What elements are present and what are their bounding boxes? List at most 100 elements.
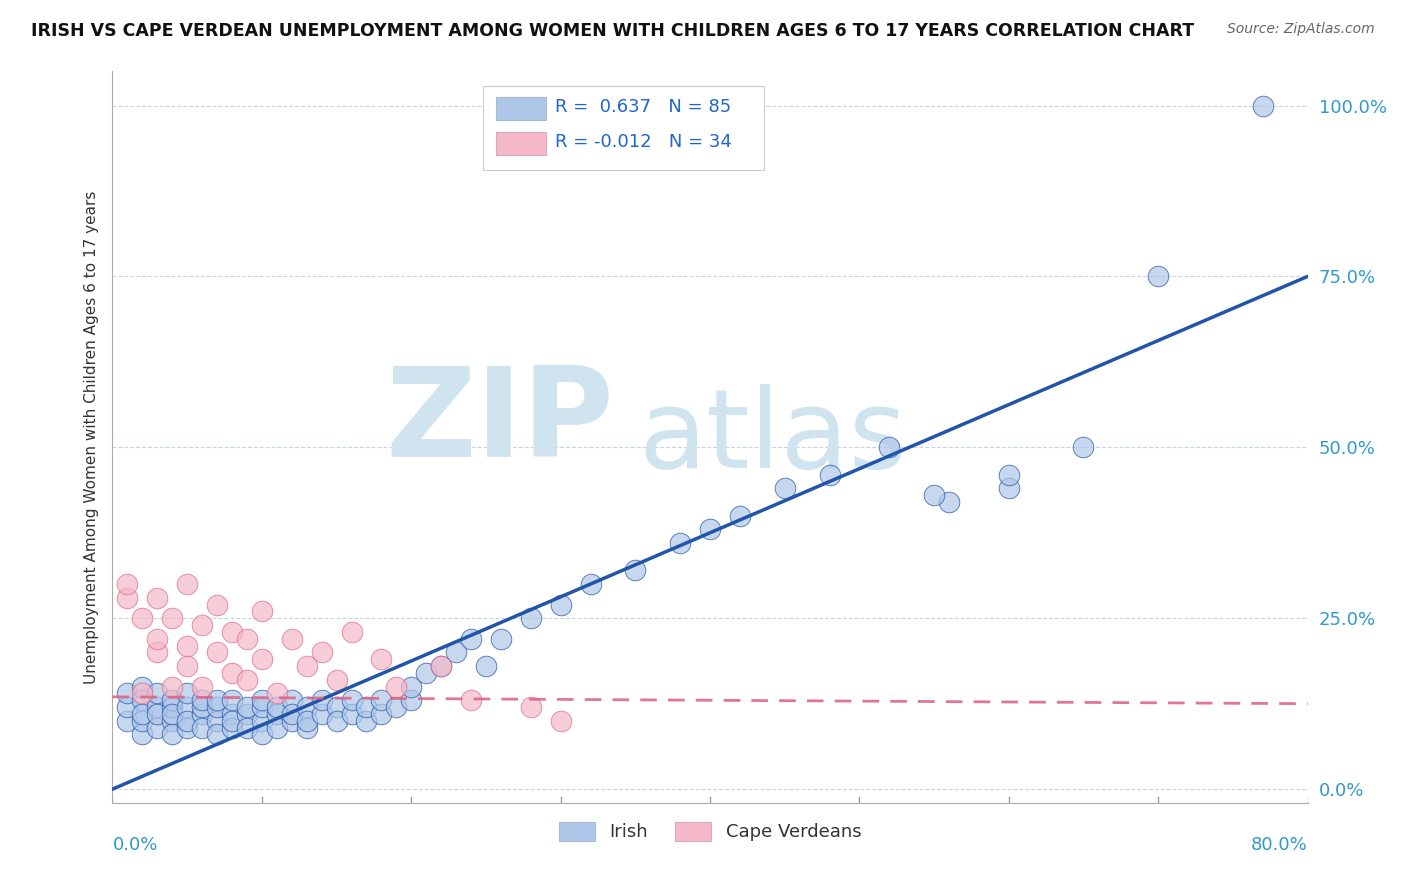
Legend: Irish, Cape Verdeans: Irish, Cape Verdeans — [551, 814, 869, 848]
Point — [176, 686, 198, 700]
Text: IRISH VS CAPE VERDEAN UNEMPLOYMENT AMONG WOMEN WITH CHILDREN AGES 6 TO 17 YEARS : IRISH VS CAPE VERDEAN UNEMPLOYMENT AMONG… — [31, 22, 1194, 40]
Point — [370, 652, 392, 666]
Point — [444, 645, 467, 659]
Point — [430, 659, 453, 673]
Point — [773, 481, 796, 495]
Point — [131, 611, 153, 625]
Point — [117, 700, 139, 714]
Point — [191, 618, 214, 632]
Point — [117, 577, 139, 591]
Text: 80.0%: 80.0% — [1251, 836, 1308, 854]
Point — [818, 467, 841, 482]
Point — [281, 693, 304, 707]
Point — [131, 680, 153, 694]
Point — [176, 577, 198, 591]
Point — [281, 714, 304, 728]
Point — [460, 632, 482, 646]
Point — [236, 700, 259, 714]
Point — [191, 680, 214, 694]
FancyBboxPatch shape — [496, 97, 547, 120]
Point — [146, 632, 169, 646]
Point — [117, 714, 139, 728]
Point — [117, 686, 139, 700]
Point — [205, 598, 228, 612]
Point — [146, 700, 169, 714]
Point — [550, 598, 572, 612]
Point — [250, 700, 273, 714]
Point — [176, 700, 198, 714]
Point — [191, 706, 214, 721]
Point — [699, 522, 721, 536]
Point — [520, 611, 543, 625]
Point — [998, 481, 1021, 495]
Text: 0.0%: 0.0% — [112, 836, 157, 854]
Point — [728, 508, 751, 523]
Text: R =  0.637   N = 85: R = 0.637 N = 85 — [554, 98, 731, 116]
Point — [191, 693, 214, 707]
Point — [205, 714, 228, 728]
Point — [295, 700, 318, 714]
Point — [550, 714, 572, 728]
Point — [176, 714, 198, 728]
Point — [221, 665, 243, 680]
Point — [162, 714, 183, 728]
Point — [311, 693, 333, 707]
Point — [325, 700, 347, 714]
Point — [176, 659, 198, 673]
Point — [191, 700, 214, 714]
Point — [401, 680, 423, 694]
Point — [266, 706, 288, 721]
Point — [325, 714, 347, 728]
Point — [415, 665, 437, 680]
Point — [430, 659, 453, 673]
Point — [236, 721, 259, 735]
Point — [236, 706, 259, 721]
Point — [460, 693, 482, 707]
Point — [221, 693, 243, 707]
Point — [131, 686, 153, 700]
Point — [176, 639, 198, 653]
Point — [162, 680, 183, 694]
Point — [295, 721, 318, 735]
Point — [1147, 269, 1170, 284]
Point — [236, 632, 259, 646]
Point — [938, 495, 960, 509]
Point — [131, 727, 153, 741]
Text: atlas: atlas — [638, 384, 907, 491]
Point — [131, 706, 153, 721]
Point — [266, 686, 288, 700]
Point — [1073, 440, 1095, 454]
Y-axis label: Unemployment Among Women with Children Ages 6 to 17 years: Unemployment Among Women with Children A… — [83, 190, 98, 684]
Point — [221, 714, 243, 728]
Point — [146, 686, 169, 700]
Text: ZIP: ZIP — [385, 362, 614, 483]
Point — [579, 577, 602, 591]
Point — [281, 632, 304, 646]
Point — [340, 706, 363, 721]
Point — [176, 721, 198, 735]
Point — [146, 591, 169, 605]
Point — [998, 467, 1021, 482]
Point — [340, 693, 363, 707]
Point — [117, 591, 139, 605]
Point — [281, 706, 304, 721]
Point — [236, 673, 259, 687]
Point — [162, 706, 183, 721]
Point — [879, 440, 901, 454]
Point — [250, 693, 273, 707]
Point — [624, 563, 647, 577]
Point — [162, 611, 183, 625]
Point — [250, 652, 273, 666]
Point — [295, 714, 318, 728]
Point — [250, 714, 273, 728]
Point — [205, 700, 228, 714]
Point — [205, 727, 228, 741]
Point — [311, 645, 333, 659]
Point — [205, 693, 228, 707]
Point — [325, 673, 347, 687]
Point — [401, 693, 423, 707]
Point — [370, 693, 392, 707]
Point — [162, 693, 183, 707]
FancyBboxPatch shape — [484, 86, 763, 170]
Point — [162, 700, 183, 714]
